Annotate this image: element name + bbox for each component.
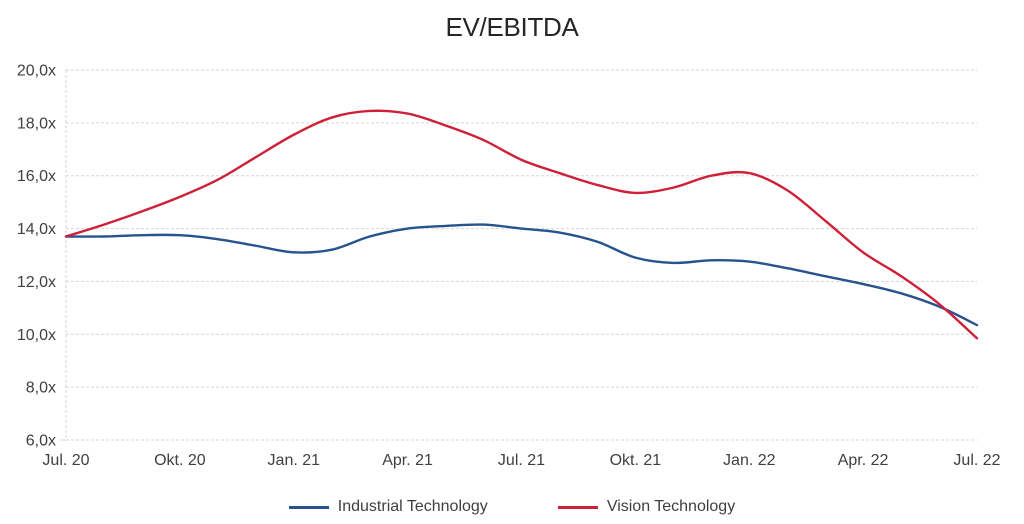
x-tick-label: Apr. 22 — [838, 452, 889, 469]
legend: Industrial Technology Vision Technology — [0, 498, 1024, 516]
x-tick-label: Okt. 21 — [610, 452, 662, 469]
legend-label: Vision Technology — [606, 498, 736, 515]
y-tick-label: 16,0x — [17, 168, 56, 185]
legend-item-vision-technology: Vision Technology — [557, 498, 736, 516]
chart-title: EV/EBITDA — [445, 12, 579, 42]
y-tick-label: 20,0x — [17, 63, 56, 80]
legend-line-swatch-vision-technology — [557, 505, 598, 509]
y-tick-label: 8,0x — [26, 380, 56, 397]
legend-item-industrial-technology: Industrial Technology — [288, 498, 488, 516]
y-tick-label: 10,0x — [17, 327, 56, 344]
legend-line-swatch-industrial-technology — [288, 505, 329, 509]
series-line-industrial-technology — [64, 223, 979, 327]
x-tick-label: Jan. 21 — [268, 452, 321, 469]
y-tick-label: 14,0x — [17, 221, 56, 238]
x-tick-label: Jan. 22 — [723, 452, 776, 469]
series-line-vision-technology — [64, 109, 979, 340]
x-tick-label: Jul. 20 — [42, 452, 89, 469]
x-tick-label: Jul. 21 — [498, 452, 545, 469]
y-tick-label: 12,0x — [17, 274, 56, 291]
y-tick-label: 18,0x — [17, 115, 56, 132]
y-tick-label: 6,0x — [26, 433, 56, 450]
x-tick-label: Apr. 21 — [382, 452, 433, 469]
x-tick-label: Okt. 20 — [154, 452, 206, 469]
legend-label: Industrial Technology — [337, 498, 488, 515]
x-tick-label: Jul. 22 — [953, 452, 1000, 469]
